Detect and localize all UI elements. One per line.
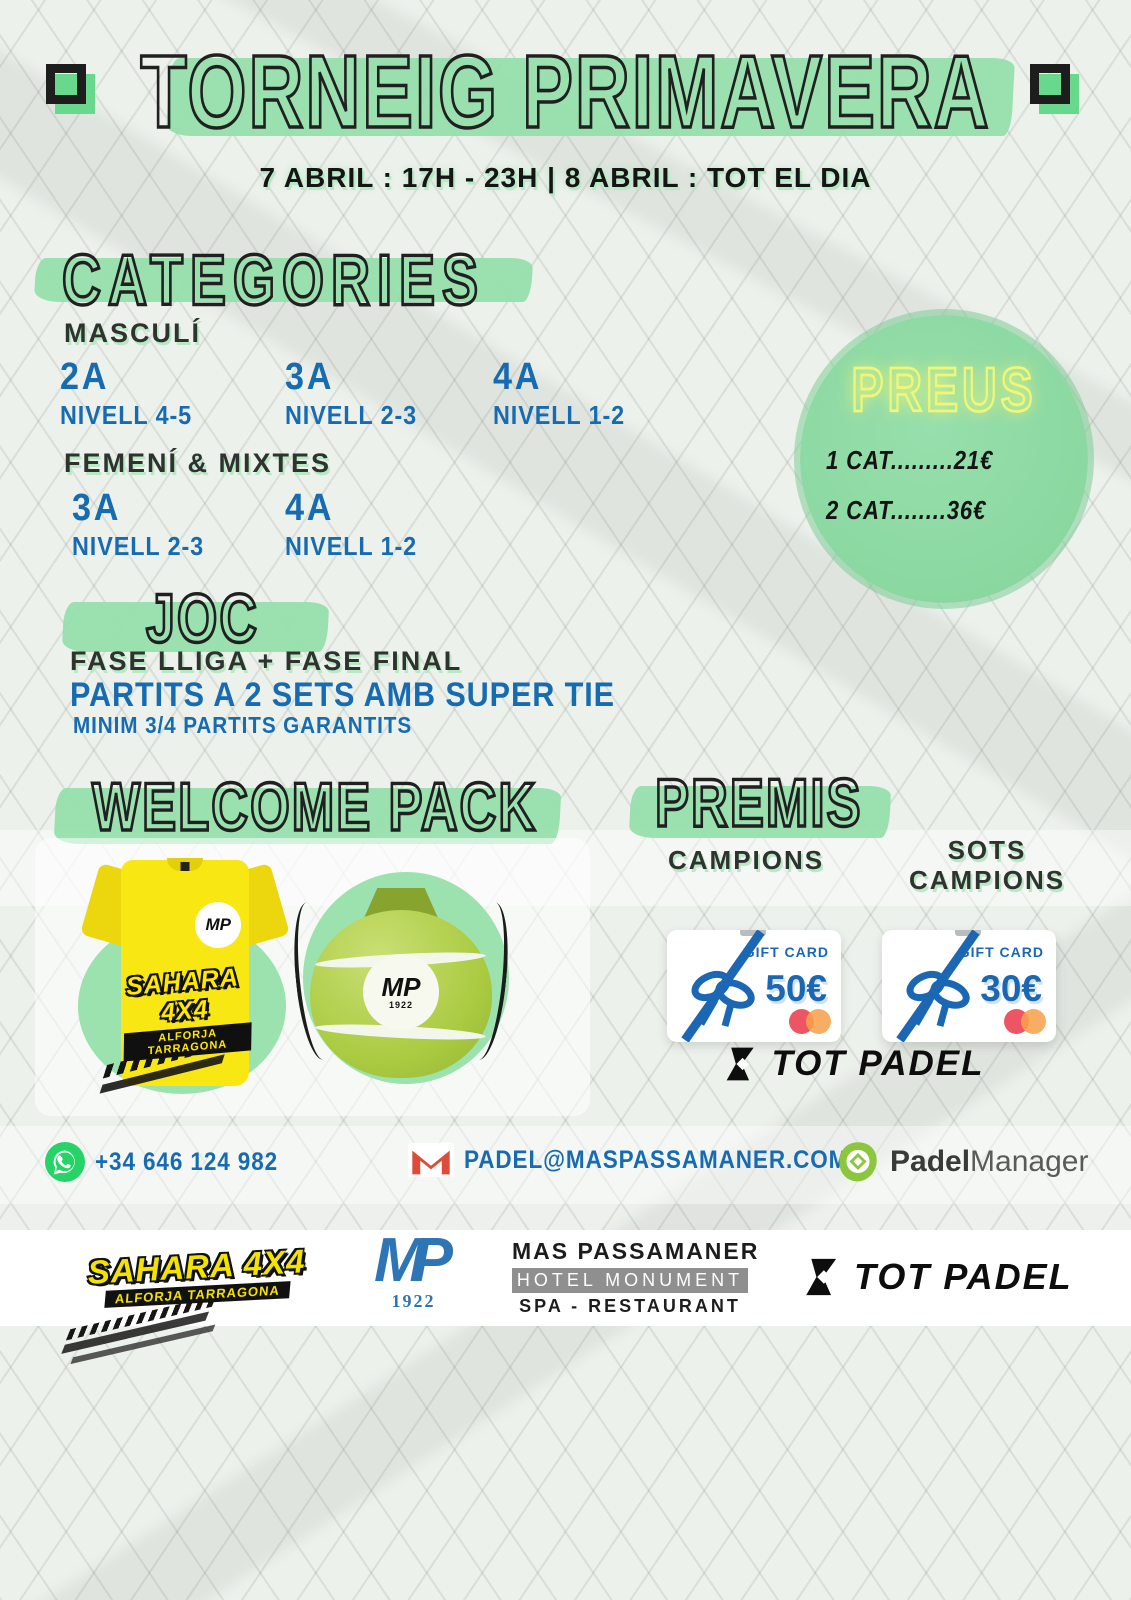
padel-manager-wordmark: PadelManager xyxy=(890,1145,1089,1178)
whatsapp-icon xyxy=(45,1142,85,1182)
schedule-line: 7 ABRIL : 17H - 23H | 8 ABRIL : TOT EL D… xyxy=(259,162,872,193)
tshirt-brand-text: SAHARA 4X4 xyxy=(124,963,240,1028)
sahara-4x4-logo: SAHARA 4X4 ALFORJA TARRAGONA xyxy=(65,1242,307,1341)
category-code: 4A xyxy=(285,487,335,529)
welcome-drawstring-bag-image: MP 1922 xyxy=(310,888,492,1078)
ribbon-bow-icon xyxy=(896,930,980,1042)
contact-email-address: PADEL@MASPASSAMANER.COM xyxy=(464,1145,849,1174)
group-label-masculi: MASCULÍ xyxy=(64,318,201,348)
poster-title: TORNEIG PRIMAVERA xyxy=(139,34,991,152)
tot-padel-logo: TOT PADEL xyxy=(800,1256,1073,1298)
category-code: 2A xyxy=(60,356,110,398)
hotel-monument-label: HOTEL MONUMENT xyxy=(512,1268,748,1293)
mas-passamaner-wordmark: MAS PASSAMANER xyxy=(512,1238,760,1264)
padel-manager-logo: PadelManager xyxy=(836,1140,1088,1184)
gift-card-label: GIFT CARD xyxy=(743,944,829,960)
bag-tennis-ball-body: MP 1922 xyxy=(310,910,492,1078)
tot-padel-bowtie-icon xyxy=(727,1047,755,1081)
title-accent-square-left xyxy=(46,64,95,114)
prices-heading: PREUS xyxy=(850,355,1037,427)
welcome-tshirt-image: MP SAHARA 4X4 ALFORJA TARRAGONA xyxy=(80,856,290,1086)
mas-passamaner-mp-logo: MP 1922 xyxy=(374,1226,453,1312)
light-band xyxy=(0,1126,1131,1204)
card-notch xyxy=(955,930,982,936)
contact-email: PADEL@MASPASSAMANER.COM xyxy=(408,1142,891,1178)
champions-label: CAMPIONS xyxy=(668,845,825,875)
mastercard-icon xyxy=(1004,1009,1046,1034)
tshirt-body: MP SAHARA 4X4 ALFORJA TARRAGONA xyxy=(102,858,252,1086)
contact-phone-number: +34 646 124 982 xyxy=(95,1147,279,1176)
category-code: 4A xyxy=(493,356,543,398)
joc-minim-line: MINIM 3/4 PARTITS GARANTITS xyxy=(73,712,413,738)
spa-restaurant-label: SPA - RESTAURANT xyxy=(519,1296,741,1316)
joc-partits-line: PARTITS A 2 SETS AMB SUPER TIE xyxy=(70,676,615,714)
category-code: 3A xyxy=(72,487,122,529)
mp-monogram: MP xyxy=(374,1226,453,1295)
runners-up-label: SOTS CAMPIONS xyxy=(908,835,1066,895)
premis-heading: PREMIS xyxy=(654,764,863,843)
gift-card-amount: 50€ xyxy=(765,968,827,1009)
tshirt-print: SAHARA 4X4 ALFORJA TARRAGONA xyxy=(117,963,252,1062)
gift-card-label: GIFT CARD xyxy=(958,944,1044,960)
category-level: NIVELL 4-5 xyxy=(60,400,193,430)
title-accent-square-right xyxy=(1030,64,1079,114)
welcome-pack-heading: WELCOME PACK xyxy=(91,768,538,847)
mastercard-icon xyxy=(789,1009,831,1034)
gmail-icon xyxy=(408,1142,454,1178)
tot-padel-wordmark: TOT PADEL xyxy=(854,1256,1073,1297)
price-line-2cat: 2 CAT........36€ xyxy=(826,495,987,525)
category-level: NIVELL 1-2 xyxy=(285,531,418,561)
price-line-1cat: 1 CAT.........21€ xyxy=(826,445,994,475)
tshirt-mp-logo: MP xyxy=(195,902,242,948)
ribbon-bow-icon xyxy=(681,930,765,1042)
contact-phone: +34 646 124 982 xyxy=(45,1142,298,1182)
tot-padel-bowtie-icon xyxy=(806,1258,837,1296)
tot-padel-wordmark: TOT PADEL xyxy=(771,1044,985,1083)
joc-fase-line: FASE LLIGA + FASE FINAL xyxy=(70,646,463,676)
gift-card-champions: GIFT CARD 50€ xyxy=(667,930,841,1042)
category-level: NIVELL 2-3 xyxy=(72,531,205,561)
prices-circle: PREUS 1 CAT.........21€ 2 CAT........36€ xyxy=(800,315,1088,603)
gift-card-runnersup: GIFT CARD 30€ xyxy=(882,930,1056,1042)
category-level: NIVELL 2-3 xyxy=(285,400,418,430)
tot-padel-logo: TOT PADEL xyxy=(688,1044,1018,1084)
gift-card-amount: 30€ xyxy=(980,968,1042,1009)
mp-year: 1922 xyxy=(391,1290,436,1311)
mas-passamaner-logo: MAS PASSAMANER HOTEL MONUMENT SPA - REST… xyxy=(512,1238,757,1317)
card-notch xyxy=(740,930,767,936)
category-level: NIVELL 1-2 xyxy=(493,400,626,430)
joc-heading: JOC xyxy=(145,580,259,660)
padel-manager-icon xyxy=(839,1142,877,1182)
group-label-femeni-mixtes: FEMENÍ & MIXTES xyxy=(64,448,332,478)
bag-mp-logo: MP 1922 xyxy=(363,954,439,1031)
category-code: 3A xyxy=(285,356,335,398)
categories-heading: CATEGORIES xyxy=(61,240,486,323)
